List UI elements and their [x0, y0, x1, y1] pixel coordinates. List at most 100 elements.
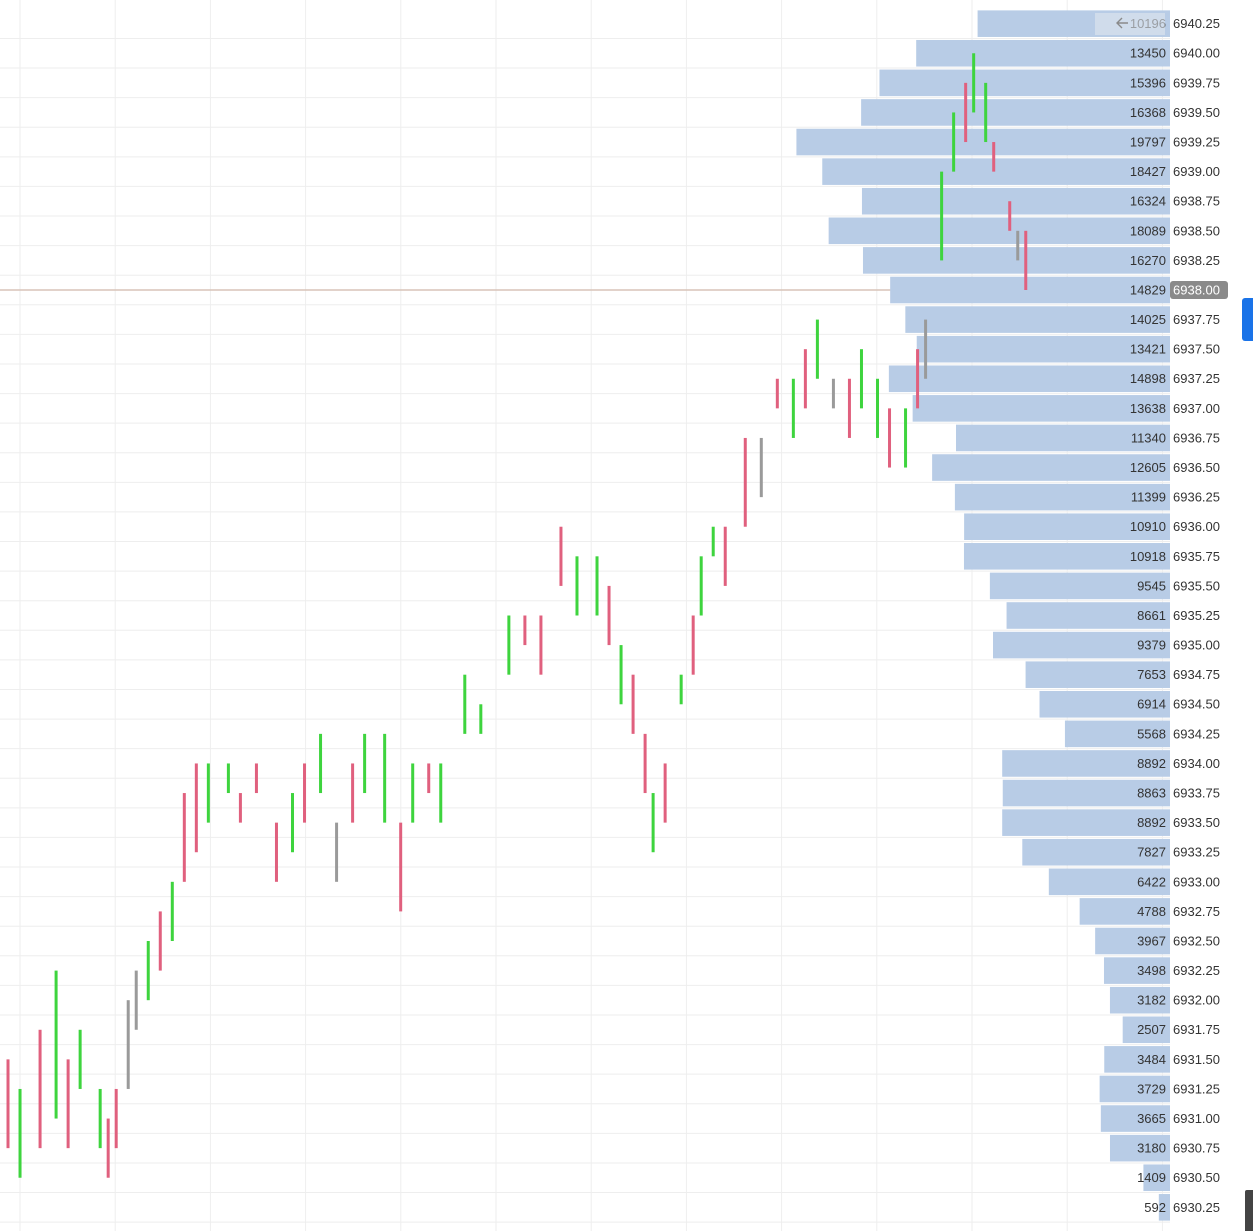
price-bar	[114, 1088, 118, 1149]
volume-label: 4788	[1137, 904, 1166, 919]
volume-label: 5568	[1137, 726, 1166, 741]
volume-bar	[1006, 602, 1170, 629]
price-label: 6935.00	[1173, 638, 1220, 653]
volume-bar	[1095, 927, 1170, 955]
volume-bar	[1158, 1194, 1170, 1221]
volume-label: 9379	[1137, 638, 1166, 653]
volume-label: 1409	[1137, 1170, 1166, 1185]
volume-bar	[1002, 809, 1170, 836]
price-label: 6937.25	[1173, 371, 1220, 386]
price-bar	[916, 349, 920, 409]
volume-label: 8863	[1137, 785, 1166, 800]
last-price-box	[1170, 280, 1228, 299]
price-bar	[791, 378, 795, 438]
price-bar	[303, 763, 307, 823]
volume-label: 7827	[1137, 845, 1166, 860]
price-bar	[888, 408, 892, 468]
price-bar	[38, 1029, 42, 1149]
price-bar	[479, 704, 483, 734]
volume-bar	[796, 128, 1170, 156]
price-bar	[411, 763, 415, 823]
volume-label: 11340	[1131, 430, 1166, 445]
price-bar	[226, 763, 230, 794]
price-label: 6936.00	[1173, 519, 1220, 534]
price-bar	[54, 970, 58, 1119]
price-bar	[158, 911, 162, 971]
price-bar	[363, 733, 367, 794]
volume-bar	[1002, 750, 1170, 777]
volume-bar	[1099, 1075, 1170, 1103]
price-bar	[643, 733, 647, 794]
price-bar	[691, 615, 695, 675]
price-bar	[523, 615, 527, 646]
volume-bar	[1079, 898, 1170, 925]
price-bar	[743, 437, 747, 527]
volume-bar	[1104, 1046, 1170, 1073]
volume-bar	[888, 365, 1170, 393]
volume-label: 7653	[1137, 667, 1166, 682]
back-arrow-icon[interactable]	[1116, 17, 1128, 29]
volume-bar	[1039, 690, 1170, 718]
side-tab[interactable]	[1242, 298, 1253, 341]
price-bar	[134, 970, 138, 1030]
price-bar	[651, 793, 655, 853]
price-bar	[66, 1059, 70, 1149]
volume-label: 3484	[1137, 1052, 1166, 1067]
volume-bar	[861, 99, 1170, 126]
price-label: 6939.50	[1173, 105, 1220, 120]
price-bar	[964, 82, 968, 143]
price-bar	[291, 793, 294, 853]
volume-bar	[912, 395, 1170, 422]
price-label: 6933.75	[1173, 785, 1220, 800]
volume-label: 6422	[1137, 874, 1166, 889]
volume-bar	[916, 39, 1170, 67]
labels: 101966940.25134506940.00153966939.751636…	[1130, 16, 1228, 1215]
price-label: 6933.50	[1173, 815, 1220, 830]
volume-bar	[963, 543, 1170, 570]
price-bar	[335, 822, 339, 882]
price-label: 6938.75	[1173, 194, 1220, 209]
price-label: 6932.00	[1173, 993, 1220, 1008]
price-label: 6930.25	[1173, 1200, 1220, 1215]
volume-label: 14025	[1130, 312, 1166, 327]
price-bar	[940, 171, 944, 261]
price-bar	[78, 1029, 82, 1089]
price-bar	[439, 763, 443, 823]
volume-label: 3498	[1137, 963, 1166, 978]
price-bar	[238, 793, 242, 823]
volume-bar	[1109, 1134, 1170, 1162]
price-bar	[575, 556, 579, 616]
price-bar	[539, 615, 543, 675]
price-bar	[992, 142, 996, 172]
price-label: 6938.00	[1173, 282, 1220, 297]
price-bar	[399, 822, 403, 912]
volume-label: 16270	[1130, 253, 1166, 268]
price-label: 6930.75	[1173, 1141, 1220, 1156]
volume-bar	[989, 572, 1170, 600]
volume-label: 8892	[1137, 756, 1166, 771]
volume-label: 19797	[1130, 134, 1166, 149]
volume-bar	[1002, 779, 1170, 807]
volume-bar	[1100, 1105, 1170, 1132]
volume-label: 3967	[1137, 933, 1166, 948]
volume-bar	[964, 513, 1170, 541]
volume-label: 8892	[1137, 815, 1166, 830]
volume-bar	[879, 69, 1170, 97]
price-bar	[106, 1118, 110, 1178]
volume-bar	[1022, 838, 1170, 866]
price-bar	[876, 378, 879, 438]
volume-bar	[861, 187, 1170, 215]
price-label: 6939.75	[1173, 75, 1220, 90]
price-label: 6939.25	[1173, 134, 1220, 149]
volume-label: 3665	[1137, 1111, 1166, 1126]
back-button[interactable]	[1095, 13, 1165, 35]
side-handle[interactable]	[1245, 1190, 1253, 1231]
price-bar	[831, 378, 835, 409]
price-label: 6936.25	[1173, 490, 1220, 505]
price-label: 6934.00	[1173, 756, 1220, 771]
price-bar	[319, 733, 323, 794]
price-bar	[427, 763, 431, 794]
price-bar	[631, 674, 635, 734]
